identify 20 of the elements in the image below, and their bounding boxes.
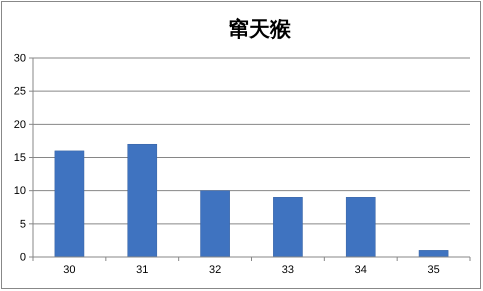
bar <box>54 150 84 258</box>
y-tick-label: 5 <box>20 218 26 230</box>
x-tick-label: 32 <box>208 264 222 276</box>
x-tick-label: 34 <box>354 264 367 276</box>
y-tick-label: 30 <box>14 52 26 65</box>
bar <box>200 190 230 258</box>
x-tick-label: 30 <box>63 264 76 276</box>
bar <box>127 144 158 258</box>
x-tick-label: 33 <box>282 264 294 276</box>
y-tick-label: 0 <box>20 252 26 264</box>
x-tick-label: 31 <box>136 264 148 276</box>
bar <box>418 250 448 258</box>
bar <box>346 197 376 258</box>
y-tick-label: 20 <box>14 118 26 131</box>
y-tick-label: 10 <box>14 185 26 198</box>
bar <box>273 197 303 258</box>
x-tick-label: 35 <box>427 264 440 276</box>
chart-title: 窜天猴 <box>228 16 292 41</box>
y-tick-label: 15 <box>14 152 26 164</box>
y-tick-label: 25 <box>14 86 26 98</box>
